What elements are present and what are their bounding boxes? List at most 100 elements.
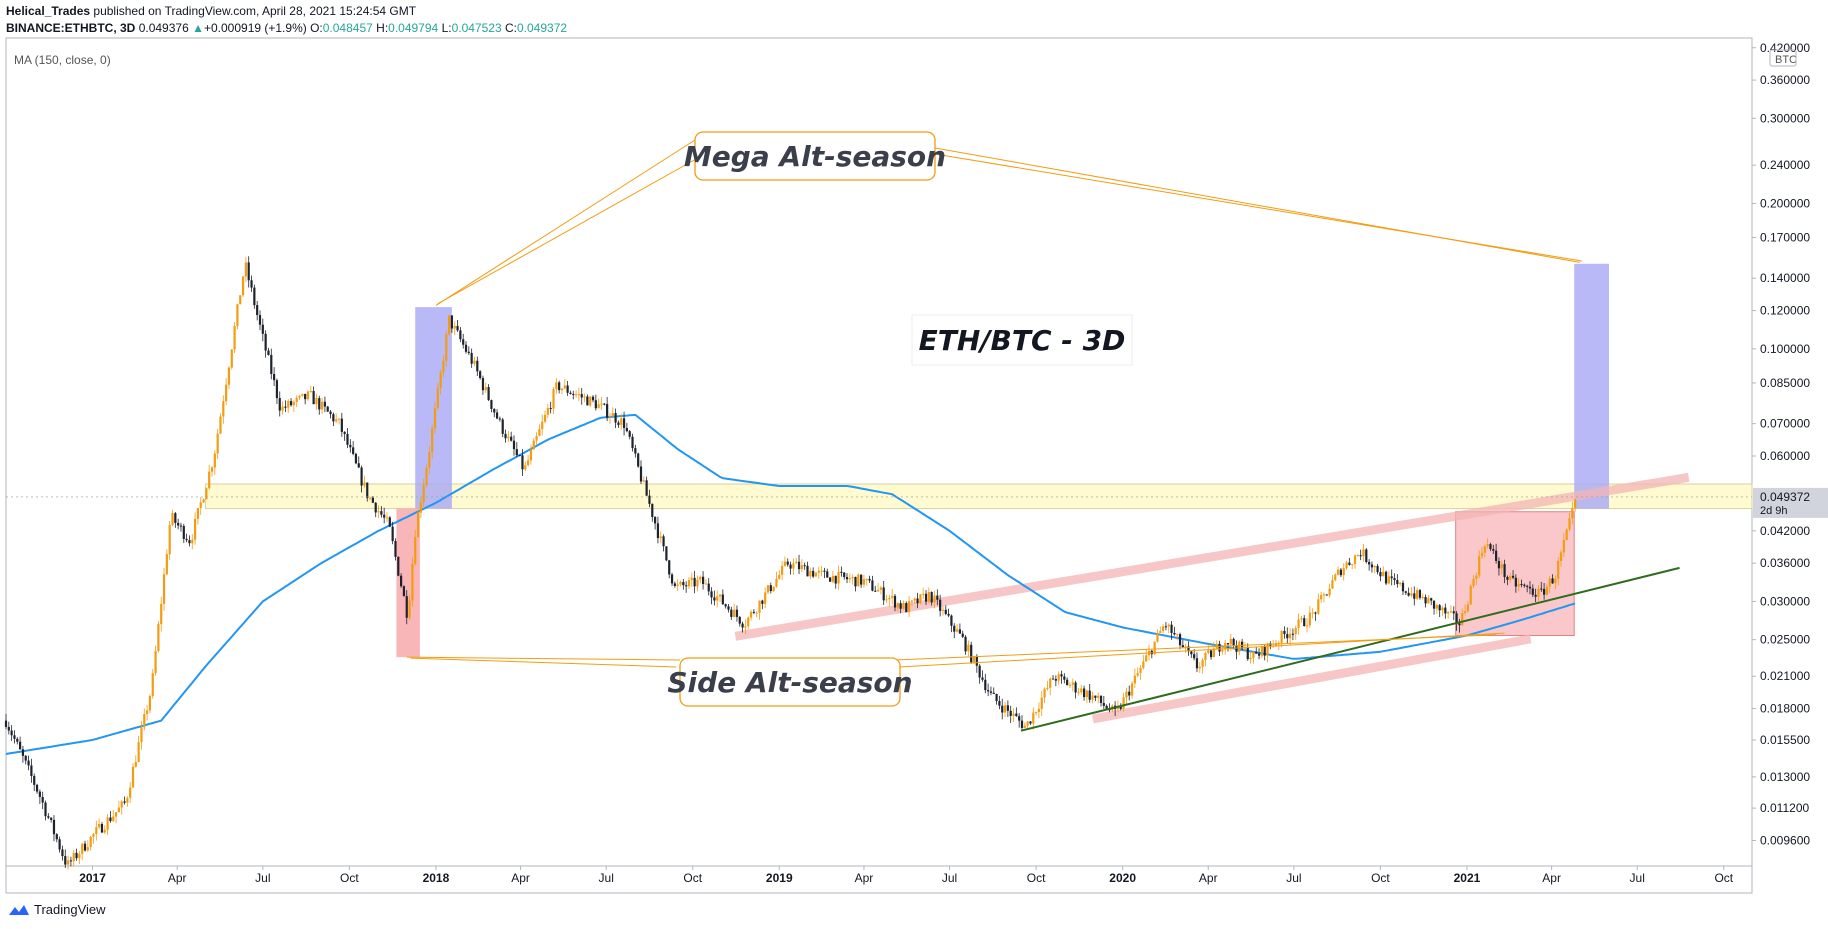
candle bbox=[795, 557, 798, 564]
candle bbox=[1280, 630, 1283, 648]
candle bbox=[955, 624, 959, 633]
candle-body bbox=[123, 801, 126, 803]
candle bbox=[879, 585, 882, 595]
candle-body bbox=[24, 755, 27, 761]
candle bbox=[566, 381, 569, 396]
candle-body bbox=[1246, 647, 1249, 660]
candle bbox=[7, 721, 10, 735]
candle bbox=[1195, 652, 1199, 673]
candle bbox=[800, 559, 803, 573]
candle-body bbox=[1537, 588, 1540, 597]
candle-body bbox=[1396, 580, 1399, 585]
candle bbox=[665, 546, 668, 562]
candle bbox=[577, 387, 581, 402]
candle bbox=[1548, 575, 1551, 594]
candle bbox=[812, 567, 815, 578]
candle-body bbox=[724, 604, 727, 607]
candle-body bbox=[1198, 666, 1201, 669]
candle bbox=[1427, 595, 1430, 604]
candle bbox=[504, 429, 507, 443]
candle bbox=[1097, 692, 1100, 704]
candle bbox=[19, 736, 22, 750]
time-tick-label: 2017 bbox=[79, 871, 106, 885]
candle-body bbox=[256, 305, 259, 316]
candle-body bbox=[236, 304, 239, 327]
candle-body bbox=[744, 626, 747, 628]
mega-callout-line-right bbox=[934, 147, 1580, 263]
candle bbox=[1540, 581, 1543, 592]
author-name[interactable]: Helical_Trades bbox=[6, 4, 91, 18]
candle-body bbox=[922, 593, 925, 595]
indicator-label[interactable]: MA (150, close, 0) bbox=[14, 53, 111, 67]
candle bbox=[552, 386, 555, 415]
candle-body bbox=[1283, 630, 1286, 635]
candle bbox=[721, 589, 724, 605]
candle-body bbox=[275, 380, 279, 399]
mega-alt-season-callout-text: Mega Alt-season bbox=[684, 140, 946, 173]
candle bbox=[1331, 575, 1334, 589]
candle-body bbox=[910, 600, 914, 602]
candle bbox=[589, 395, 592, 408]
candle-body bbox=[828, 577, 832, 582]
candle bbox=[52, 815, 56, 842]
candle-body bbox=[936, 595, 939, 600]
candle bbox=[1480, 546, 1484, 559]
candle bbox=[346, 428, 349, 448]
candle bbox=[913, 597, 916, 604]
candle-body bbox=[1277, 642, 1280, 644]
candle bbox=[151, 669, 154, 699]
candle bbox=[467, 346, 470, 356]
candle-body bbox=[1181, 645, 1184, 648]
candle bbox=[1475, 572, 1478, 585]
candle bbox=[710, 587, 713, 605]
candle bbox=[738, 616, 741, 627]
candle bbox=[383, 507, 386, 524]
candle-body bbox=[806, 565, 809, 577]
candle bbox=[1489, 542, 1492, 552]
candle-body bbox=[397, 556, 400, 576]
candle-body bbox=[75, 852, 78, 859]
candle-body bbox=[1410, 593, 1413, 596]
candle-body bbox=[1195, 658, 1199, 669]
price-axis[interactable]: 0.420000 0.360000 0.300000 0.240000 0.200000… bbox=[1752, 41, 1828, 848]
brand-text[interactable]: TradingView bbox=[34, 902, 106, 917]
candle-body bbox=[50, 817, 53, 820]
candle bbox=[267, 347, 270, 356]
candle bbox=[44, 800, 47, 821]
candle bbox=[1133, 668, 1136, 688]
candle bbox=[919, 594, 922, 605]
candle bbox=[1537, 584, 1540, 602]
candle bbox=[690, 572, 693, 588]
candle-body bbox=[549, 408, 552, 410]
candle bbox=[1503, 559, 1506, 584]
candle-body bbox=[456, 325, 459, 331]
candle-body bbox=[577, 394, 581, 396]
candle bbox=[1255, 646, 1258, 654]
candle bbox=[1557, 557, 1560, 586]
candle bbox=[191, 534, 194, 550]
candle-body bbox=[72, 852, 75, 862]
candle bbox=[781, 560, 784, 581]
candle bbox=[924, 590, 928, 605]
candle bbox=[876, 583, 880, 592]
candle-body bbox=[896, 603, 899, 608]
candle bbox=[1082, 685, 1086, 701]
candle-body bbox=[591, 396, 595, 401]
time-axis[interactable]: 2017 Apr Jul Oct 2018 Apr Jul Oct 2019 Apr Jul Oct 2… bbox=[79, 866, 1734, 885]
candle bbox=[1136, 667, 1139, 678]
candle bbox=[1102, 695, 1105, 710]
candle-body bbox=[758, 600, 761, 613]
candle-body bbox=[366, 482, 369, 499]
candle-body bbox=[888, 597, 891, 600]
candle-body bbox=[1085, 690, 1089, 698]
candle-body bbox=[524, 465, 527, 470]
candle bbox=[360, 465, 363, 493]
candle bbox=[241, 275, 245, 297]
candle-body bbox=[202, 499, 205, 503]
price-tick-label: 0.100000 bbox=[1760, 342, 1810, 356]
candle bbox=[600, 397, 603, 410]
price-chart[interactable]: MA (150, close, 0) BTC 0.4200000.3600000… bbox=[0, 0, 1828, 900]
candle-body bbox=[924, 593, 928, 602]
candle-body bbox=[586, 396, 589, 406]
tradingview-logo-icon[interactable] bbox=[8, 903, 30, 917]
